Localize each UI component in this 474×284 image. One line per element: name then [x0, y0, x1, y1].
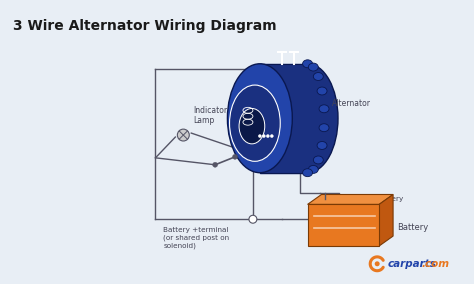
Text: carparts: carparts: [388, 259, 437, 269]
Text: Alternator: Alternator: [331, 99, 371, 108]
Text: .com: .com: [422, 259, 450, 269]
Ellipse shape: [302, 60, 312, 68]
Ellipse shape: [319, 105, 329, 113]
FancyBboxPatch shape: [308, 204, 379, 246]
Ellipse shape: [319, 124, 329, 132]
Polygon shape: [308, 195, 393, 204]
Ellipse shape: [229, 85, 280, 161]
Circle shape: [177, 129, 189, 141]
Text: Battery +terminal
(or shared post on
solenoid): Battery +terminal (or shared post on sol…: [164, 227, 229, 249]
Circle shape: [233, 154, 237, 159]
Circle shape: [249, 215, 257, 223]
Circle shape: [262, 135, 265, 137]
Circle shape: [266, 135, 269, 137]
Circle shape: [258, 135, 261, 137]
Text: Indicator
Lamp: Indicator Lamp: [193, 106, 228, 125]
Text: Battery: Battery: [397, 223, 428, 232]
Ellipse shape: [228, 64, 292, 173]
Text: +Side of the Battery: +Side of the Battery: [329, 197, 404, 202]
Ellipse shape: [277, 64, 338, 173]
Circle shape: [213, 162, 218, 167]
Text: Switch: Switch: [239, 145, 264, 153]
Circle shape: [270, 135, 273, 137]
Text: 3 Wire Alternator Wiring Diagram: 3 Wire Alternator Wiring Diagram: [13, 19, 277, 33]
Ellipse shape: [313, 156, 323, 164]
Ellipse shape: [313, 72, 323, 80]
Circle shape: [374, 261, 380, 266]
Ellipse shape: [317, 87, 327, 95]
Polygon shape: [260, 64, 308, 173]
Ellipse shape: [317, 141, 327, 149]
Polygon shape: [379, 195, 393, 246]
Ellipse shape: [308, 63, 318, 71]
Ellipse shape: [239, 108, 265, 144]
Ellipse shape: [302, 169, 312, 177]
Ellipse shape: [308, 166, 318, 173]
